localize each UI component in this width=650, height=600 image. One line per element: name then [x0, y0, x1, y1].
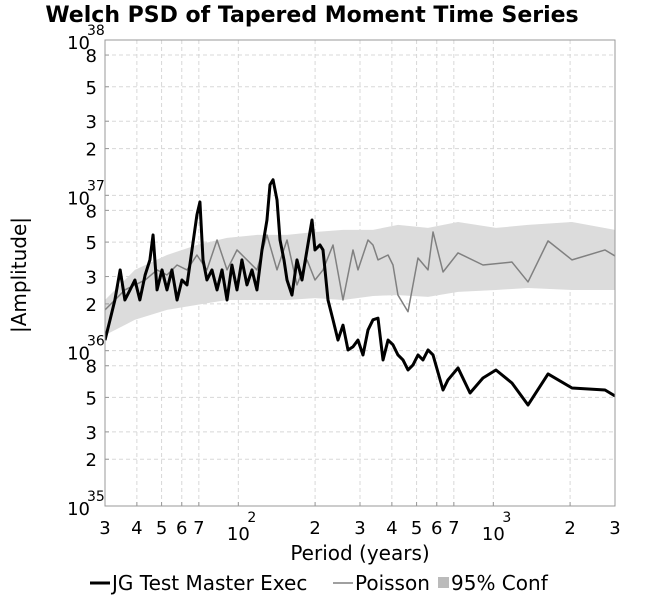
y-tick-label: 8: [86, 357, 97, 378]
series-line: [105, 231, 615, 313]
y-tick-label: 5: [86, 233, 97, 254]
y-tick-exponent: 37: [87, 178, 105, 194]
legend-label: JG Test Master Exec: [110, 571, 307, 595]
y-tick-label: 2: [86, 295, 97, 316]
y-tick-label: 10: [67, 344, 90, 365]
x-tick-exponent: 2: [247, 510, 256, 526]
y-tick-label: 2: [86, 140, 97, 161]
y-tick-label: 10: [67, 499, 90, 520]
x-tick-label: 3: [354, 518, 365, 539]
y-tick-label: 8: [86, 46, 97, 67]
x-tick-label: 5: [411, 518, 422, 539]
x-tick-label: 7: [193, 518, 204, 539]
y-tick-label: 5: [86, 78, 97, 99]
x-tick-label: 3: [99, 518, 110, 539]
x-tick-label: 7: [448, 518, 459, 539]
y-tick-label: 10: [67, 188, 90, 209]
series-line: [105, 178, 615, 407]
x-tick-exponent: 3: [502, 510, 511, 526]
x-tick-label: 2: [564, 518, 575, 539]
legend-swatch: [438, 577, 449, 588]
y-tick-label: 2: [86, 450, 97, 471]
y-tick-exponent: 36: [87, 334, 105, 350]
legend-label: 95% Conf: [451, 571, 549, 595]
y-tick-exponent: 38: [87, 23, 105, 39]
x-tick-label: 10: [482, 524, 505, 545]
x-tick-label: 6: [176, 518, 187, 539]
x-tick-label: 3: [609, 518, 620, 539]
y-tick-label: 8: [86, 201, 97, 222]
x-tick-label: 6: [431, 518, 442, 539]
x-tick-label: 4: [386, 518, 397, 539]
x-tick-label: 2: [309, 518, 320, 539]
y-tick-label: 3: [86, 268, 97, 289]
y-tick-label: 3: [86, 112, 97, 133]
y-tick-label: 10: [67, 33, 90, 54]
x-axis-label: Period (years): [290, 541, 429, 565]
y-tick-exponent: 35: [87, 489, 105, 505]
x-tick-label: 4: [131, 518, 142, 539]
y-tick-label: 3: [86, 423, 97, 444]
x-tick-label: 5: [156, 518, 167, 539]
confidence-band: [105, 221, 615, 336]
legend-label: Poisson: [355, 571, 430, 595]
y-tick-label: 5: [86, 388, 97, 409]
y-axis-label: |Amplitude|: [7, 217, 31, 333]
chart-title: Welch PSD of Tapered Moment Time Series: [45, 3, 578, 28]
x-tick-label: 10: [227, 524, 250, 545]
